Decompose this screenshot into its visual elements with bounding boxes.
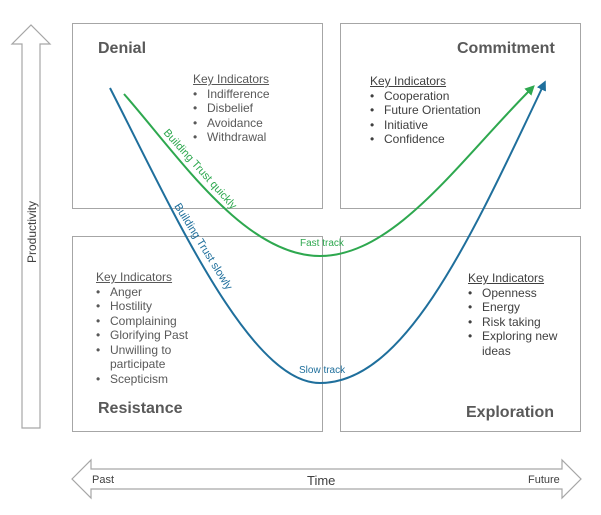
slow-track-label: Slow track <box>299 365 346 376</box>
indicator-item: Hostility <box>96 299 206 314</box>
resistance-indicators: Key Indicators AngerHostilityComplaining… <box>96 270 206 386</box>
indicator-item: Avoidance <box>193 116 270 131</box>
denial-title: Denial <box>98 40 147 57</box>
time-axis-arrow <box>71 458 582 500</box>
exploration-indicators: Key Indicators OpennessEnergyRisk taking… <box>468 271 563 358</box>
indicator-item: Disbelief <box>193 101 270 116</box>
productivity-label: Productivity <box>25 201 39 263</box>
indicator-item: Glorifying Past <box>96 328 206 343</box>
time-label: Time <box>307 473 336 488</box>
commitment-indicators: Key Indicators CooperationFuture Orienta… <box>370 74 481 147</box>
exploration-indicators-heading: Key Indicators <box>468 271 545 285</box>
indicator-item: Withdrawal <box>193 130 270 145</box>
productivity-axis-arrow <box>10 24 52 429</box>
indicator-item: Scepticism <box>96 372 206 387</box>
commitment-indicator-list: CooperationFuture OrientationInitiativeC… <box>370 89 481 147</box>
denial-indicators: Key Indicators IndifferenceDisbeliefAvoi… <box>193 72 270 145</box>
fast-track-label: Fast track <box>300 238 345 249</box>
commitment-indicators-heading: Key Indicators <box>370 74 447 88</box>
exploration-indicator-list: OpennessEnergyRisk takingExploring new i… <box>468 286 563 359</box>
indicator-item: Anger <box>96 285 206 300</box>
future-label: Future <box>528 474 560 486</box>
resistance-indicator-list: AngerHostilityComplainingGlorifying Past… <box>96 285 206 387</box>
indicator-item: Indifference <box>193 87 270 102</box>
slow-curve-label: Building Trust slowly <box>171 201 234 292</box>
indicator-item: Openness <box>468 286 563 301</box>
resistance-indicators-heading: Key Indicators <box>96 270 173 284</box>
past-label: Past <box>92 474 115 486</box>
denial-indicator-list: IndifferenceDisbeliefAvoidanceWithdrawal <box>193 87 270 145</box>
fast-track-curve <box>123 85 535 258</box>
indicator-item: Energy <box>468 300 563 315</box>
indicator-item: Exploring new ideas <box>468 329 563 358</box>
indicator-item: Confidence <box>370 132 481 147</box>
slow-track-curve <box>109 80 546 385</box>
fast-curve-label: Building Trust quickly <box>161 127 239 212</box>
exploration-title: Exploration <box>466 404 555 421</box>
indicator-item: Future Orientation <box>370 103 481 118</box>
indicator-item: Cooperation <box>370 89 481 104</box>
resistance-title: Resistance <box>98 400 183 417</box>
commitment-title: Commitment <box>457 40 555 57</box>
denial-indicators-heading: Key Indicators <box>193 72 270 86</box>
indicator-item: Complaining <box>96 314 206 329</box>
indicator-item: Risk taking <box>468 315 563 330</box>
indicator-item: Initiative <box>370 118 481 133</box>
indicator-item: Unwilling to participate <box>96 343 206 372</box>
